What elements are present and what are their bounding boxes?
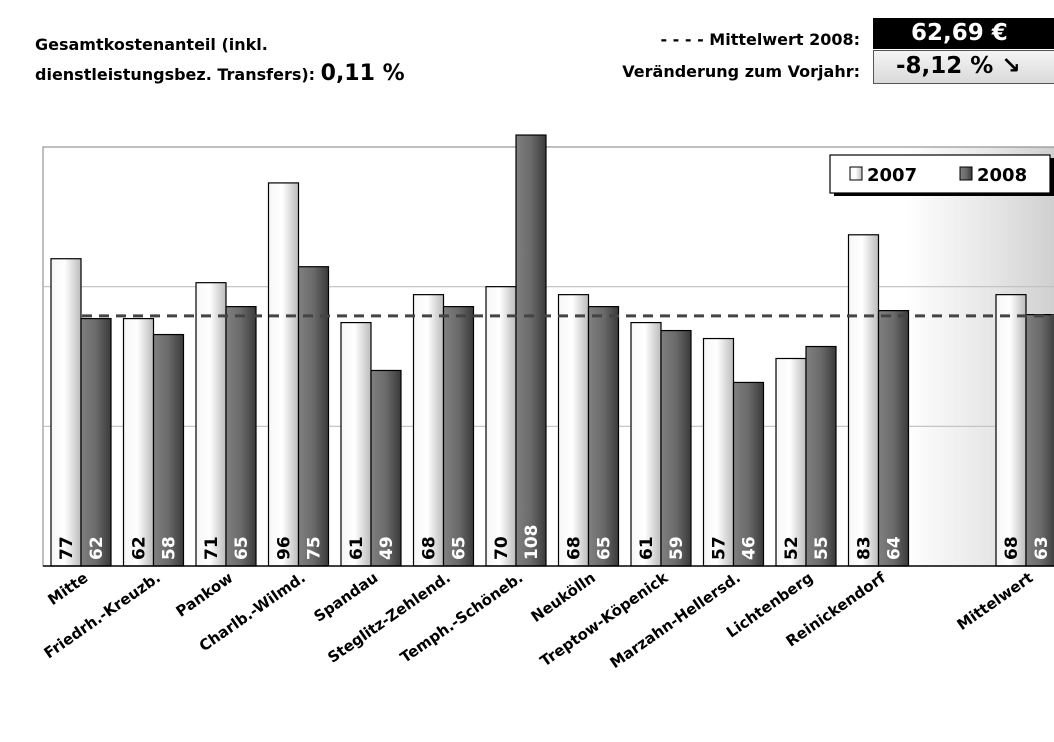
- bar-label-2008-6: 108: [522, 525, 542, 561]
- category-label-9: Marzahn-Hellersd.: [607, 569, 744, 673]
- bar-2007-4: [340, 321, 372, 567]
- bar-label-2007-4: 61: [347, 536, 367, 560]
- bar-label-2008-11: 64: [885, 536, 905, 560]
- bar-2008-3: [297, 266, 330, 567]
- trend-down-arrow-icon: ↘: [1001, 53, 1021, 79]
- bar-2008-5: [442, 306, 475, 567]
- change-label: Veränderung zum Vorjahr:: [622, 62, 860, 81]
- bar-label-2007-12: 68: [1002, 536, 1022, 560]
- mean-value-box: 62,69 €: [873, 18, 1054, 49]
- change-value-box: -8,12 % ↘: [873, 50, 1054, 84]
- bar-label-2007-5: 68: [420, 536, 440, 560]
- bar-label-2007-10: 52: [782, 536, 802, 560]
- legend-swatch-2007: [849, 166, 863, 181]
- bar-2008-4: [370, 369, 402, 567]
- bar-label-2007-1: 62: [130, 536, 150, 560]
- bar-2008-0: [80, 317, 112, 567]
- bar-label-2007-9: 57: [710, 536, 730, 560]
- bar-label-2007-3: 96: [275, 536, 295, 560]
- bar-2007-2: [195, 282, 227, 567]
- legend-label-2007: 2007: [867, 165, 917, 186]
- bar-2007-9: [702, 337, 735, 567]
- category-label-8: Treptow-Köpenick: [537, 568, 672, 670]
- bar-label-2007-8: 61: [637, 536, 657, 560]
- bar-label-2007-11: 83: [855, 536, 875, 560]
- bar-2008-9: [732, 381, 765, 567]
- bar-2008-12: [1025, 314, 1054, 567]
- legend-box: [829, 154, 1051, 194]
- category-label-12: Mittelwert: [954, 569, 1037, 634]
- bar-2008-2: [225, 306, 257, 567]
- bar-label-2008-10: 55: [812, 536, 832, 560]
- cost-share-label-line1: Gesamtkostenanteil (inkl.: [35, 35, 268, 54]
- bar-2008-8: [660, 329, 692, 567]
- legend-label-2008: 2008: [977, 165, 1027, 186]
- category-label-1: Friedrh.-Kreuzb.: [41, 569, 164, 663]
- category-label-6: Temph.-Schöneb.: [397, 569, 526, 667]
- bar-label-2008-2: 65: [232, 536, 252, 560]
- bar-label-2007-2: 71: [202, 536, 222, 560]
- bar-label-2007-6: 70: [492, 536, 512, 560]
- bar-2008-10: [805, 345, 837, 567]
- bar-2007-5: [412, 294, 445, 567]
- mean-value: 62,69 €: [911, 20, 1008, 46]
- bar-2008-1: [152, 333, 185, 567]
- bar-2007-10: [775, 357, 807, 567]
- change-value: -8,12 %: [896, 53, 994, 79]
- bar-label-2008-5: 65: [450, 536, 470, 560]
- bar-label-2008-1: 58: [160, 536, 180, 560]
- bar-2007-7: [557, 294, 590, 567]
- cost-share-label-line2: dienstleistungsbez. Transfers):: [35, 65, 316, 84]
- legend-swatch-2008: [959, 166, 973, 181]
- mean-label: - - - - Mittelwert 2008:: [660, 30, 860, 49]
- bar-label-2008-8: 59: [667, 536, 687, 560]
- bar-2007-6: [485, 286, 517, 567]
- bar-2008-7: [587, 306, 620, 567]
- category-label-2: Pankow: [173, 568, 237, 620]
- category-label-7: Neukölln: [528, 569, 599, 626]
- bar-2007-1: [122, 317, 155, 567]
- bar-2007-11: [847, 234, 880, 567]
- legend: 2007 2008: [829, 154, 1054, 196]
- bar-label-2008-12: 63: [1032, 536, 1052, 560]
- bar-2007-0: [50, 258, 82, 567]
- bar-2007-3: [267, 182, 300, 567]
- bar-label-2008-3: 75: [305, 536, 325, 560]
- bar-label-2007-0: 77: [57, 536, 77, 560]
- cost-share-block: Gesamtkostenanteil (inkl. dienstleistung…: [35, 30, 405, 89]
- category-label-5: Steglitz-Zehlend.: [324, 569, 453, 667]
- cost-share-value: 0,11 %: [320, 61, 405, 86]
- category-label-0: Mitte: [44, 569, 91, 609]
- bar-label-2008-0: 62: [87, 536, 107, 560]
- bar-label-2007-7: 68: [565, 536, 585, 560]
- bar-label-2008-9: 46: [740, 536, 760, 560]
- category-label-4: Spandau: [310, 569, 381, 626]
- bar-2008-11: [877, 310, 910, 567]
- bar-2007-8: [630, 321, 662, 567]
- bar-label-2008-7: 65: [595, 536, 615, 560]
- bar-2008-6: [515, 134, 547, 567]
- mean-change-labels: - - - - Mittelwert 2008: Veränderung zum…: [622, 24, 860, 88]
- bar-2007-12: [995, 294, 1027, 567]
- bar-label-2008-4: 49: [377, 536, 397, 560]
